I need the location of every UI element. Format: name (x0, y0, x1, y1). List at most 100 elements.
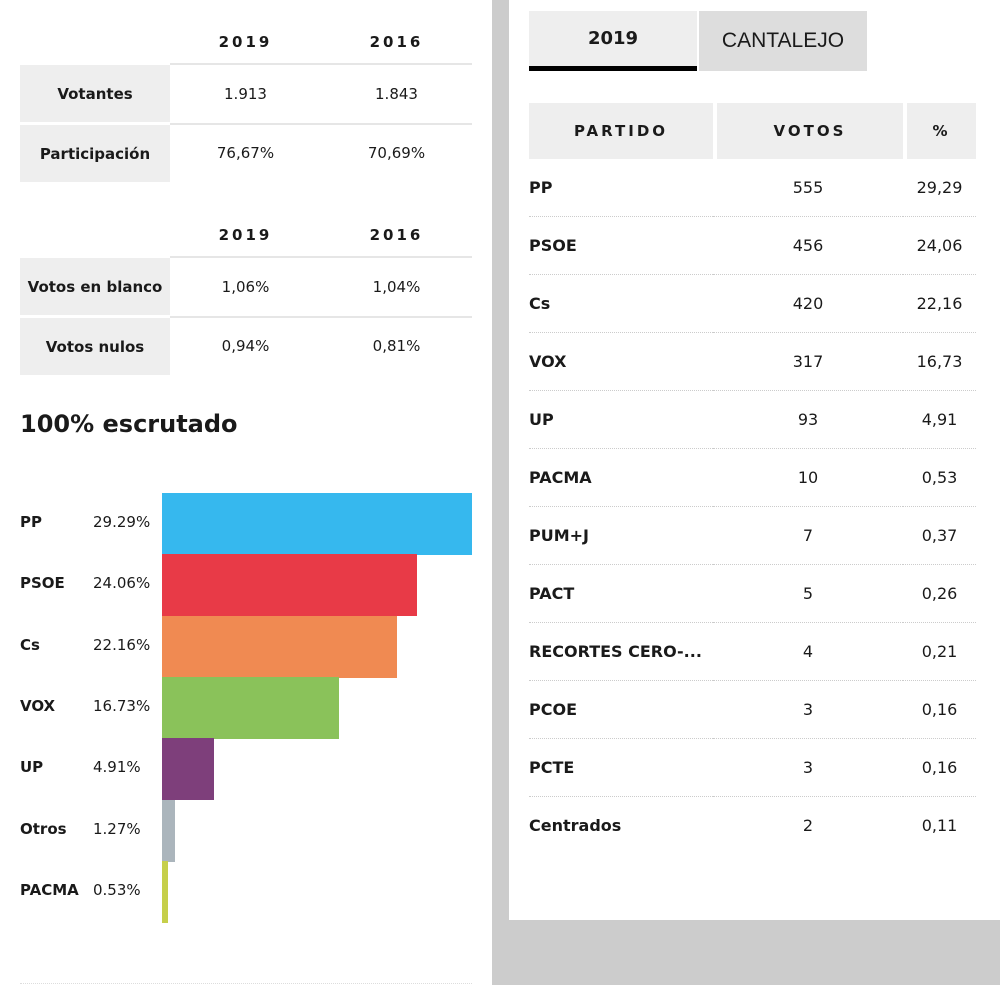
bar-value-label: 24.06% (93, 574, 151, 593)
scrutiny-heading: 100% escrutado (20, 410, 238, 438)
col-percent: % (903, 103, 976, 159)
bar-cs (162, 615, 397, 678)
cell-value: 1,04% (321, 255, 472, 317)
bar-psoe (162, 554, 417, 617)
party-name: PUM+J (529, 506, 713, 564)
bar-category-label: VOX (20, 696, 56, 715)
bar-vox (162, 676, 340, 739)
col-votos: VOTOS (713, 103, 903, 159)
party-name: PSOE (529, 216, 713, 274)
bar-pacma (162, 860, 168, 923)
party-name: PCOE (529, 680, 713, 738)
party-name: PACMA (529, 448, 713, 506)
party-name: PCTE (529, 738, 713, 796)
vote-percent: 0,21 (903, 622, 976, 680)
vote-count: 555 (792, 178, 824, 197)
vote-count: 420 (713, 274, 903, 332)
vote-count: 4 (713, 622, 903, 680)
col-2016: 2016 (369, 33, 424, 52)
bar-pp (162, 493, 472, 555)
cell-value: 1,06% (170, 255, 321, 317)
table-row: UP 93 4,91 (529, 390, 976, 448)
row-label: Votos nulos (20, 315, 170, 375)
table-row: PACMA 10 0,53 (529, 448, 976, 506)
col-2019: 2019 (218, 226, 273, 245)
bar-category-label: Cs (20, 635, 40, 654)
bar-value-label: 1.27% (93, 819, 141, 838)
table-row: Votos en blanco 1,06% 1,04% (20, 255, 472, 317)
table-row: VOX 317 16,73 (529, 332, 976, 390)
party-name: VOX (529, 332, 713, 390)
bar-category-label: PP (20, 513, 42, 531)
cell-value: 76,67% (170, 122, 321, 182)
vote-percent: 0,37 (903, 506, 976, 564)
col-partido: PARTIDO (529, 103, 713, 159)
left-panel: 2019 2016 Votantes 1.913 1.843 Participa… (0, 0, 492, 985)
table-row: Participación 76,67% 70,69% (20, 122, 472, 182)
bar-otros (162, 799, 176, 862)
vote-count: 93 (713, 390, 903, 448)
tab-year[interactable]: 2019 (529, 11, 697, 71)
tab-bar: 2019 CANTALEJO (529, 11, 867, 71)
participation-table: 2019 2016 Votantes 1.913 1.843 Participa… (20, 22, 472, 182)
vote-count: 2 (713, 796, 903, 854)
vote-percent: 16,73 (903, 332, 976, 390)
panel-footer (509, 920, 1000, 985)
table-row: PCTE 3 0,16 (529, 738, 976, 796)
row-label: Votantes (20, 62, 170, 124)
party-name: Centrados (529, 796, 713, 854)
vote-count: 3 (713, 738, 903, 796)
bar-up (162, 738, 214, 801)
cell-value: 0,81% (321, 315, 472, 375)
vote-percent: 0,53 (903, 448, 976, 506)
bar-value-label: 0.53% (93, 880, 141, 899)
vote-percent: 0,11 (903, 796, 976, 854)
votes-table: PARTIDO VOTOS % PP 555 29,29 PSOE 456 24,06 Cs… (529, 103, 976, 854)
table-row: PACT 5 0,26 (529, 564, 976, 622)
table-row: PSOE 456 24,06 (529, 216, 976, 274)
bar-value-label: 29.29% (93, 513, 151, 531)
table-row: PUM+J 7 0,37 (529, 506, 976, 564)
party-name: PACT (529, 564, 713, 622)
table-row: PP 555 29,29 (529, 159, 976, 216)
vote-count: 317 (713, 332, 903, 390)
bar-category-label: UP (20, 758, 44, 777)
party-name: Cs (529, 274, 713, 332)
vote-percent: 4,91 (903, 390, 976, 448)
vote-percent: 29,29 (916, 178, 963, 197)
vote-percent: 24,06 (903, 216, 976, 274)
vote-percent: 0,16 (903, 738, 976, 796)
vote-count: 3 (713, 680, 903, 738)
row-label: Votos en blanco (20, 255, 170, 317)
cell-value: 1.913 (170, 62, 321, 124)
party-name: PP (529, 178, 553, 197)
party-name: RECORTES CERO-... (529, 622, 713, 680)
results-bar-chart: PP 29.29% PSOE 24.06% Cs 22.16% VOX 16.73% UP 4.9… (0, 480, 492, 940)
bar-value-label: 16.73% (93, 696, 151, 715)
divider (20, 983, 472, 984)
tab-place[interactable]: CANTALEJO (699, 11, 867, 71)
vote-percent: 0,26 (903, 564, 976, 622)
bar-category-label: Otros (20, 819, 67, 838)
bar-value-label: 22.16% (93, 635, 151, 654)
col-2016: 2016 (369, 226, 424, 245)
cell-value: 70,69% (321, 122, 472, 182)
cell-value: 1.843 (321, 62, 472, 124)
table-row: RECORTES CERO-... 4 0,21 (529, 622, 976, 680)
vote-percent: 22,16 (903, 274, 976, 332)
bar-category-label: PSOE (20, 574, 65, 593)
table-row: PCOE 3 0,16 (529, 680, 976, 738)
vote-count: 456 (713, 216, 903, 274)
vote-count: 7 (713, 506, 903, 564)
table-row: Votantes 1.913 1.843 (20, 62, 472, 124)
col-2019: 2019 (218, 33, 273, 52)
row-label: Participación (20, 122, 170, 182)
blank-null-table: 2019 2016 Votos en blanco 1,06% 1,04% Vo… (20, 215, 472, 375)
bar-value-label: 4.91% (93, 758, 141, 777)
panel-divider (492, 0, 509, 985)
vote-count: 5 (713, 564, 903, 622)
vote-percent: 0,16 (903, 680, 976, 738)
bar-category-label: PACMA (20, 880, 79, 899)
table-row: Centrados 2 0,11 (529, 796, 976, 854)
cell-value: 0,94% (170, 315, 321, 375)
